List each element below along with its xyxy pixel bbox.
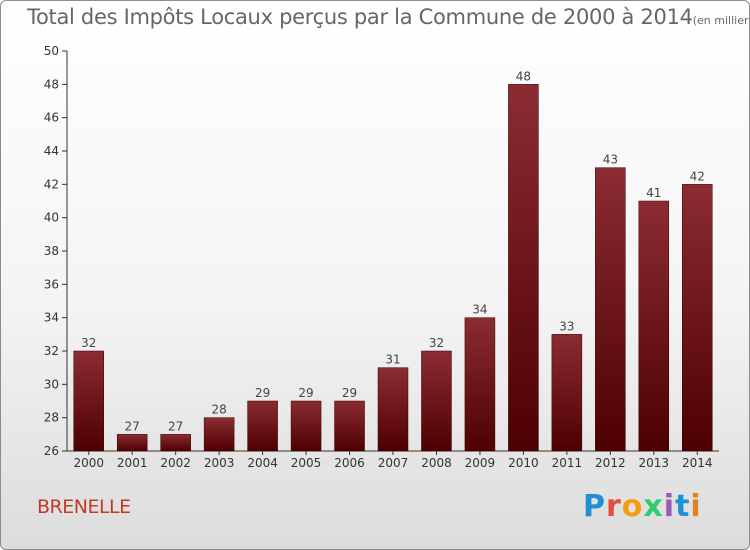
data-label: 32 [429,336,444,350]
y-tick-label: 30 [44,377,59,391]
data-label: 27 [168,419,183,433]
y-tick-label: 46 [44,111,59,125]
data-label: 42 [690,169,705,183]
chart-unit: (en milliers d'€) [692,14,749,27]
data-label: 28 [211,403,226,417]
data-label: 29 [342,386,357,400]
x-tick-label: 2002 [160,456,191,470]
x-tick-label: 2005 [291,456,322,470]
bar [595,167,626,452]
bar [508,84,539,452]
y-tick-label: 38 [44,244,59,258]
x-tick-label: 2007 [378,456,409,470]
bar [464,317,496,452]
x-tick-label: 2010 [508,456,539,470]
bar [247,400,278,452]
x-tick-label: 2009 [465,456,496,470]
data-label: 48 [516,69,531,83]
x-tick-label: 2008 [421,456,452,470]
bar [160,434,191,452]
data-label: 27 [125,419,140,433]
data-label: 34 [472,303,487,317]
bar [290,400,322,452]
x-tick-label: 2011 [552,456,583,470]
y-tick-label: 34 [44,311,59,325]
commune-name: BRENELLE [37,496,131,518]
y-tick-label: 40 [44,211,59,225]
y-tick-label: 36 [44,277,59,291]
x-tick-label: 2013 [639,456,670,470]
data-label: 29 [298,386,313,400]
y-tick-label: 44 [44,144,59,158]
bar [682,184,713,452]
chart-title-text: Total des Impôts Locaux perçus par la Co… [27,5,693,29]
data-label: 41 [646,186,661,200]
data-label: 29 [255,386,270,400]
data-label: 33 [559,319,574,333]
data-label: 32 [81,336,96,350]
bar [116,434,148,452]
x-tick-label: 2014 [682,456,713,470]
bar [73,350,104,452]
bar [638,200,670,452]
y-tick-label: 48 [44,77,59,91]
x-tick-label: 2012 [595,456,626,470]
bar [551,334,583,452]
y-tick-label: 32 [44,344,59,358]
bar [203,417,235,452]
y-tick-label: 28 [44,411,59,425]
x-tick-label: 2001 [117,456,148,470]
bar [421,350,452,452]
bar [334,400,365,452]
data-label: 43 [603,153,618,167]
bar [377,367,409,452]
y-tick-label: 42 [44,177,59,191]
y-tick-label: 50 [44,44,59,58]
data-label: 31 [385,353,400,367]
x-tick-label: 2004 [247,456,278,470]
y-tick-label: 26 [44,444,59,458]
x-tick-label: 2000 [73,456,104,470]
proxiti-logo: Proxiti [583,489,702,524]
x-tick-label: 2006 [334,456,365,470]
chart-title: Total des Impôts Locaux perçus par la Co… [27,5,749,29]
x-tick-label: 2003 [204,456,235,470]
